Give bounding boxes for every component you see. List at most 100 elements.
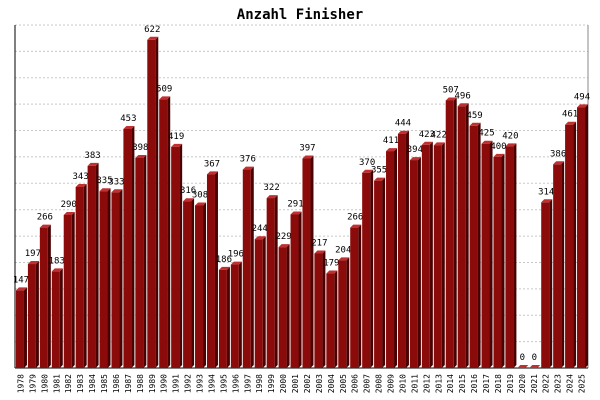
bar-side bbox=[441, 142, 445, 368]
bar-side bbox=[167, 96, 171, 369]
x-tick-label: 1999 bbox=[267, 374, 276, 393]
x-tick-label: 2008 bbox=[375, 374, 384, 393]
x-tick-label: 1980 bbox=[40, 374, 49, 393]
bar-top bbox=[230, 261, 242, 265]
value-label: 394 bbox=[407, 145, 423, 155]
value-label: 290 bbox=[61, 200, 77, 210]
value-label: 0 bbox=[520, 353, 525, 363]
bar bbox=[278, 247, 287, 368]
bar bbox=[111, 192, 120, 368]
value-label: 335 bbox=[96, 176, 112, 186]
x-tick-label: 2012 bbox=[422, 374, 431, 393]
bar-side bbox=[286, 244, 290, 368]
bar-top bbox=[541, 199, 553, 203]
bar bbox=[374, 180, 383, 368]
bar-top bbox=[517, 365, 529, 368]
value-label: 308 bbox=[192, 190, 208, 200]
bar-side bbox=[143, 154, 147, 368]
value-label: 314 bbox=[538, 187, 554, 197]
x-tick-label: 2022 bbox=[542, 374, 551, 393]
bar-top bbox=[469, 122, 481, 126]
bar-top bbox=[183, 198, 195, 202]
bar-top bbox=[206, 171, 218, 175]
bar bbox=[63, 214, 72, 368]
value-label: 333 bbox=[108, 177, 124, 187]
bar-top bbox=[290, 211, 302, 215]
bar bbox=[159, 99, 168, 369]
value-label: 179 bbox=[323, 259, 339, 269]
bar-side bbox=[346, 257, 350, 368]
bar-side bbox=[131, 125, 135, 368]
bar-top bbox=[254, 236, 266, 240]
x-tick-label: 2003 bbox=[315, 374, 324, 393]
bar-side bbox=[226, 266, 230, 368]
bar-top bbox=[433, 142, 445, 146]
bar-top bbox=[27, 261, 39, 265]
value-label: 244 bbox=[252, 224, 268, 234]
bar bbox=[553, 164, 562, 368]
x-tick-label: 1978 bbox=[16, 374, 25, 393]
bar bbox=[242, 169, 251, 368]
value-label: 411 bbox=[383, 136, 399, 146]
bar-side bbox=[561, 161, 565, 368]
bar bbox=[302, 158, 311, 368]
value-label: 397 bbox=[299, 144, 315, 154]
bar-side bbox=[501, 153, 505, 368]
bar-top bbox=[87, 162, 99, 166]
bar bbox=[326, 273, 335, 368]
bar bbox=[577, 107, 586, 368]
bar bbox=[493, 156, 502, 368]
x-tick-label: 1992 bbox=[184, 374, 193, 393]
bar-side bbox=[358, 224, 362, 368]
bar bbox=[39, 227, 48, 368]
bar-side bbox=[47, 224, 51, 368]
bar-top bbox=[39, 224, 51, 228]
bar-top bbox=[135, 154, 147, 158]
x-tick-label: 2021 bbox=[530, 374, 539, 393]
bar-top bbox=[218, 266, 230, 270]
bar-top bbox=[386, 148, 398, 152]
value-label: 322 bbox=[264, 183, 280, 193]
bar-top bbox=[326, 270, 338, 274]
x-tick-label: 2000 bbox=[279, 374, 288, 393]
x-tick-label: 1985 bbox=[100, 374, 109, 393]
value-label: 316 bbox=[180, 186, 196, 196]
value-label: 386 bbox=[550, 149, 566, 159]
value-label: 400 bbox=[490, 142, 506, 152]
bar bbox=[469, 125, 478, 368]
x-tick-label: 1998 bbox=[255, 374, 264, 393]
value-label: 398 bbox=[132, 143, 148, 153]
bar-top bbox=[302, 155, 314, 159]
value-label: 355 bbox=[371, 166, 387, 176]
value-label: 444 bbox=[395, 119, 411, 129]
value-label: 343 bbox=[73, 172, 89, 182]
value-label: 419 bbox=[168, 132, 184, 142]
value-label: 291 bbox=[287, 199, 303, 209]
bar bbox=[15, 290, 24, 368]
bar bbox=[314, 253, 323, 368]
bar bbox=[254, 239, 263, 368]
value-label: 494 bbox=[574, 92, 590, 102]
bar bbox=[183, 201, 192, 368]
bar-side bbox=[489, 140, 493, 368]
bar-top bbox=[278, 244, 290, 248]
bar-side bbox=[262, 236, 266, 368]
bar bbox=[230, 264, 239, 368]
bar bbox=[541, 202, 550, 368]
bar-top bbox=[111, 189, 123, 193]
value-label: 0 bbox=[532, 353, 537, 363]
value-label: 622 bbox=[144, 25, 160, 35]
bar-side bbox=[119, 189, 123, 368]
bar-top bbox=[350, 224, 362, 228]
x-tick-label: 1995 bbox=[219, 374, 228, 393]
bar-top bbox=[362, 169, 374, 173]
bar-side bbox=[322, 250, 326, 368]
bar-top bbox=[75, 184, 87, 188]
value-label: 461 bbox=[562, 110, 578, 120]
value-label: 507 bbox=[443, 85, 459, 95]
bar-top bbox=[195, 202, 207, 206]
bar-top bbox=[171, 143, 183, 147]
bar-side bbox=[250, 166, 254, 368]
bar bbox=[386, 151, 395, 368]
